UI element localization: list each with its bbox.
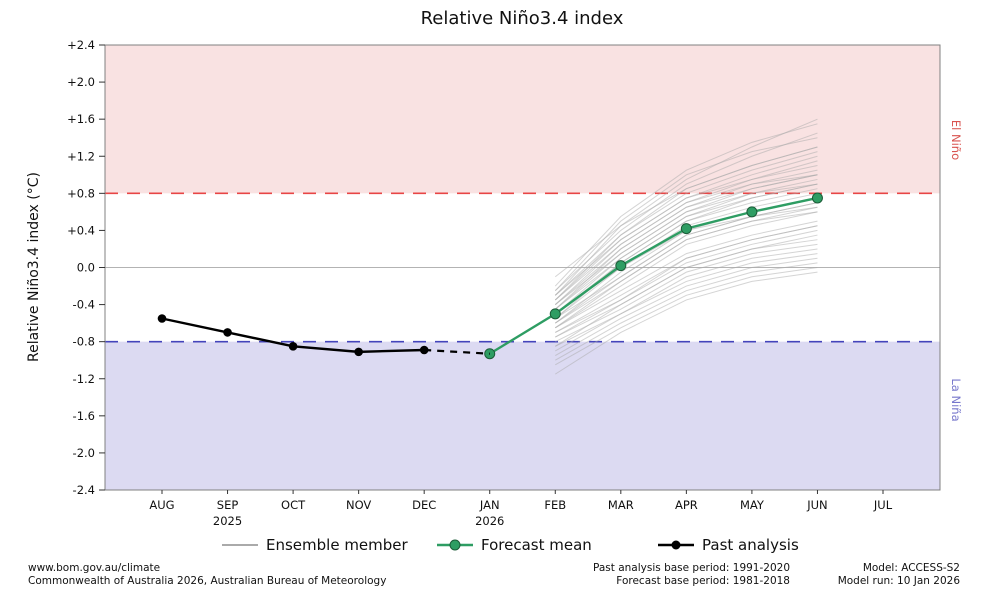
x-tick-label: DEC	[412, 498, 436, 512]
el-nino-region-label: El Niño	[949, 120, 963, 160]
y-tick-label: 0.0	[77, 261, 95, 275]
ensemble-member-line	[554, 174, 818, 305]
legend-forecast-marker	[449, 539, 461, 551]
past-analysis-marker	[223, 328, 232, 337]
y-tick-label: +1.6	[67, 112, 95, 126]
y-tick-label: +0.4	[67, 223, 95, 237]
forecast-mean-marker	[746, 206, 758, 218]
footer-url: www.bom.gov.au/climate	[28, 562, 160, 574]
ensemble-member-line	[554, 123, 818, 287]
y-tick-label: -0.8	[73, 335, 95, 349]
past-analysis-dashed-segment	[424, 348, 490, 355]
x-tick-label: SEP	[217, 498, 239, 512]
forecast-mean-line	[489, 196, 818, 355]
ensemble-member-line	[555, 243, 818, 343]
ensemble-member-line	[554, 202, 818, 324]
y-tick-label: -1.6	[73, 409, 95, 423]
forecast-mean-marker	[615, 260, 627, 272]
ensemble-member-line	[554, 178, 818, 315]
footer-forecast-base-period: Forecast base period: 1981-2018	[616, 575, 790, 587]
footer: www.bom.gov.au/climate Commonwealth of A…	[28, 562, 960, 587]
x-tick-label: NOV	[346, 498, 371, 512]
ensemble-member-line	[554, 132, 818, 292]
chart-title: Relative Niño3.4 index	[421, 8, 624, 29]
x-tick-label: JUL	[873, 498, 893, 512]
x-year-label: 2025	[213, 514, 242, 528]
legend: Ensemble member Forecast mean Past analy…	[222, 536, 799, 554]
ensemble-member-line	[555, 257, 818, 357]
legend-forecast-label: Forecast mean	[481, 536, 592, 554]
footer-copyright: Commonwealth of Australia 2026, Australi…	[28, 575, 386, 587]
x-tick-label: AUG	[149, 498, 174, 512]
legend-past-marker	[671, 540, 681, 550]
ensemble-member-line	[554, 137, 818, 292]
ensemble-member-line	[554, 151, 818, 301]
ensemble-member-line	[554, 160, 818, 296]
ensemble-member-line	[555, 220, 818, 329]
ensemble-member-line	[555, 211, 818, 329]
y-tick-label: +1.2	[67, 149, 95, 163]
past-analysis-marker	[157, 314, 167, 323]
past-analysis-marker	[354, 347, 363, 357]
y-axis-label: Relative Niño3.4 index (°C)	[26, 172, 42, 362]
y-tick-label: -0.4	[73, 298, 95, 312]
x-tick-label: JAN	[479, 498, 500, 512]
past-analysis-marker	[288, 342, 298, 351]
la-nina-region-label: La Niña	[949, 378, 963, 421]
x-year-label: 2026	[475, 514, 504, 528]
ensemble-member-line	[555, 248, 818, 352]
past-analysis-marker	[419, 345, 429, 355]
footer-past-base-period: Past analysis base period: 1991-2020	[593, 562, 790, 574]
ensemble-member-line	[555, 271, 818, 375]
x-tick-label: OCT	[281, 498, 306, 512]
forecast-mean-marker	[680, 223, 692, 235]
plot-area: +2.4 +2.0 +1.6 +1.2 +0.8 +0.4 0.0 -0.4 -0.8 -1.2 -…	[67, 38, 941, 528]
ensemble-member-line	[555, 229, 818, 333]
y-tick-label: +2.4	[67, 38, 95, 52]
ensemble-member-line	[554, 118, 818, 296]
footer-model: Model: ACCESS-S2	[863, 562, 960, 574]
y-tick-label: -1.2	[73, 372, 95, 386]
forecast-mean-marker	[549, 308, 561, 320]
ensemble-member-line	[555, 267, 818, 366]
ensemble-member-line	[555, 253, 818, 347]
ensemble-member-line	[555, 234, 818, 347]
la-nina-band	[105, 341, 940, 490]
x-tick-label: FEB	[544, 498, 566, 512]
legend-ensemble-label: Ensemble member	[266, 536, 409, 554]
y-tick-label: -2.0	[73, 446, 95, 460]
ensemble-member-line	[554, 146, 818, 278]
y-tick-label: +0.8	[67, 186, 95, 200]
y-tick-label: +2.0	[67, 75, 95, 89]
x-tick-label: JUN	[806, 498, 827, 512]
ensemble-member-line	[554, 174, 818, 305]
ensemble-member-line	[555, 225, 818, 338]
ensemble-member-line	[555, 262, 818, 361]
x-tick-label: APR	[675, 498, 698, 512]
legend-past-label: Past analysis	[702, 536, 799, 554]
ensemble-member-line	[554, 211, 818, 329]
forecast-mean-marker	[811, 192, 823, 204]
y-tick-label: -2.4	[73, 483, 95, 497]
footer-model-run: Model run: 10 Jan 2026	[838, 575, 961, 587]
x-tick-label: MAY	[740, 498, 765, 512]
ensemble-member-line	[554, 183, 818, 310]
x-tick-label: MAR	[608, 498, 634, 512]
